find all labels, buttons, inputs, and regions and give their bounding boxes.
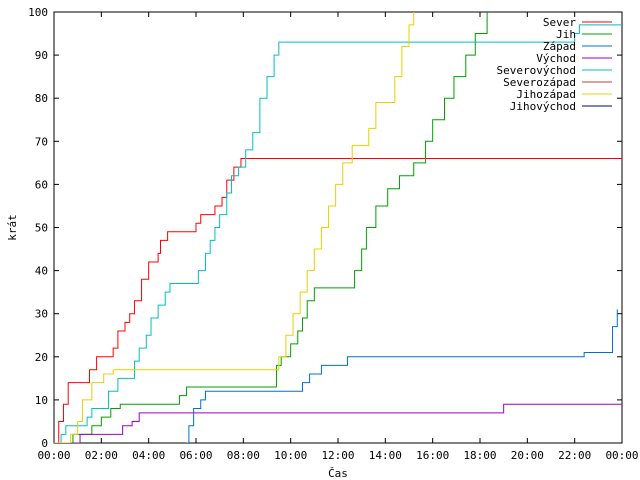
y-tick-label: 70 (35, 135, 48, 148)
y-tick-label: 60 (35, 178, 48, 191)
x-tick-label: 14:00 (369, 449, 402, 462)
y-axis-label: krát (6, 214, 19, 241)
series-line-0 (54, 158, 622, 443)
x-tick-label: 18:00 (463, 449, 496, 462)
legend-label: Západ (543, 40, 576, 53)
x-tick-label: 04:00 (132, 449, 165, 462)
x-tick-label: 10:00 (274, 449, 307, 462)
y-tick-label: 30 (35, 308, 48, 321)
legend-label: Jihozápad (516, 88, 576, 101)
x-tick-label: 06:00 (179, 449, 212, 462)
y-tick-label: 80 (35, 92, 48, 105)
y-tick-label: 10 (35, 394, 48, 407)
x-tick-label: 02:00 (85, 449, 118, 462)
x-tick-label: 20:00 (511, 449, 544, 462)
y-tick-label: 20 (35, 351, 48, 364)
legend-label: Východ (536, 52, 576, 65)
legend-label: Severovýchod (497, 64, 576, 77)
y-tick-label: 100 (28, 6, 48, 19)
x-tick-label: 00:00 (37, 449, 70, 462)
y-tick-label: 0 (41, 437, 48, 450)
legend-label: Jihovýchod (510, 100, 576, 113)
x-axis-label: Čas (328, 467, 348, 480)
y-tick-label: 50 (35, 222, 48, 235)
x-tick-label: 22:00 (558, 449, 591, 462)
y-tick-label: 90 (35, 49, 48, 62)
legend-label: Sever (543, 16, 576, 29)
x-tick-label: 16:00 (416, 449, 449, 462)
x-tick-label: 08:00 (227, 449, 260, 462)
x-tick-label: 00:00 (605, 449, 638, 462)
tick-layer: 0 10 20 30 40 50 60 70 80 90 100 00:00 02:00 04:00 06:… (28, 6, 638, 462)
series-line-6 (54, 12, 415, 443)
series-line-1 (54, 12, 488, 443)
series-line-4 (54, 24, 622, 443)
y-tick-label: 40 (35, 265, 48, 278)
legend: SeverJihZápadVýchodSeverovýchodSeverozáp… (497, 16, 612, 113)
series-layer (54, 12, 622, 443)
series-line-3 (54, 403, 622, 443)
legend-label: Jih (556, 28, 576, 41)
series-line-2 (186, 309, 618, 443)
x-tick-label: 12:00 (321, 449, 354, 462)
legend-label: Severozápad (503, 76, 576, 89)
